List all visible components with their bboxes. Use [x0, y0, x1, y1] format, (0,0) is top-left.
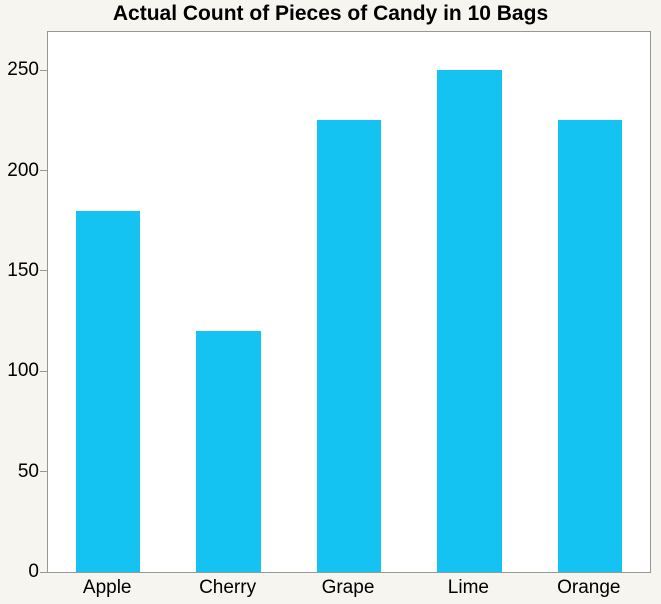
x-tick-label-orange: Orange — [557, 577, 621, 598]
x-tick-label-cherry: Cherry — [199, 577, 257, 598]
y-tick-mark-150 — [40, 270, 47, 272]
y-tick-label-100: 100 — [7, 360, 39, 382]
chart-title: Actual Count of Pieces of Candy in 10 Ba… — [112, 2, 549, 25]
y-tick-label-50: 50 — [17, 460, 39, 482]
bar-orange — [557, 120, 622, 572]
y-tick-mark-100 — [40, 370, 47, 372]
bar-cherry — [196, 331, 261, 572]
bar-grape — [316, 120, 382, 572]
y-tick-label-150: 150 — [7, 259, 39, 281]
plot-area — [47, 31, 651, 573]
y-tick-mark-250 — [40, 69, 47, 71]
x-tick-label-lime: Lime — [447, 577, 489, 598]
x-tick-label-grape: Grape — [321, 577, 375, 598]
y-tick-label-0: 0 — [28, 561, 39, 582]
y-tick-mark-0 — [40, 571, 47, 573]
y-tick-label-250: 250 — [7, 59, 39, 81]
bar-apple — [75, 210, 141, 572]
y-tick-mark-50 — [40, 471, 47, 473]
bar-lime — [437, 70, 502, 572]
y-tick-mark-200 — [40, 170, 47, 171]
x-tick-label-apple: Apple — [82, 577, 132, 598]
y-tick-label-200: 200 — [7, 159, 39, 181]
